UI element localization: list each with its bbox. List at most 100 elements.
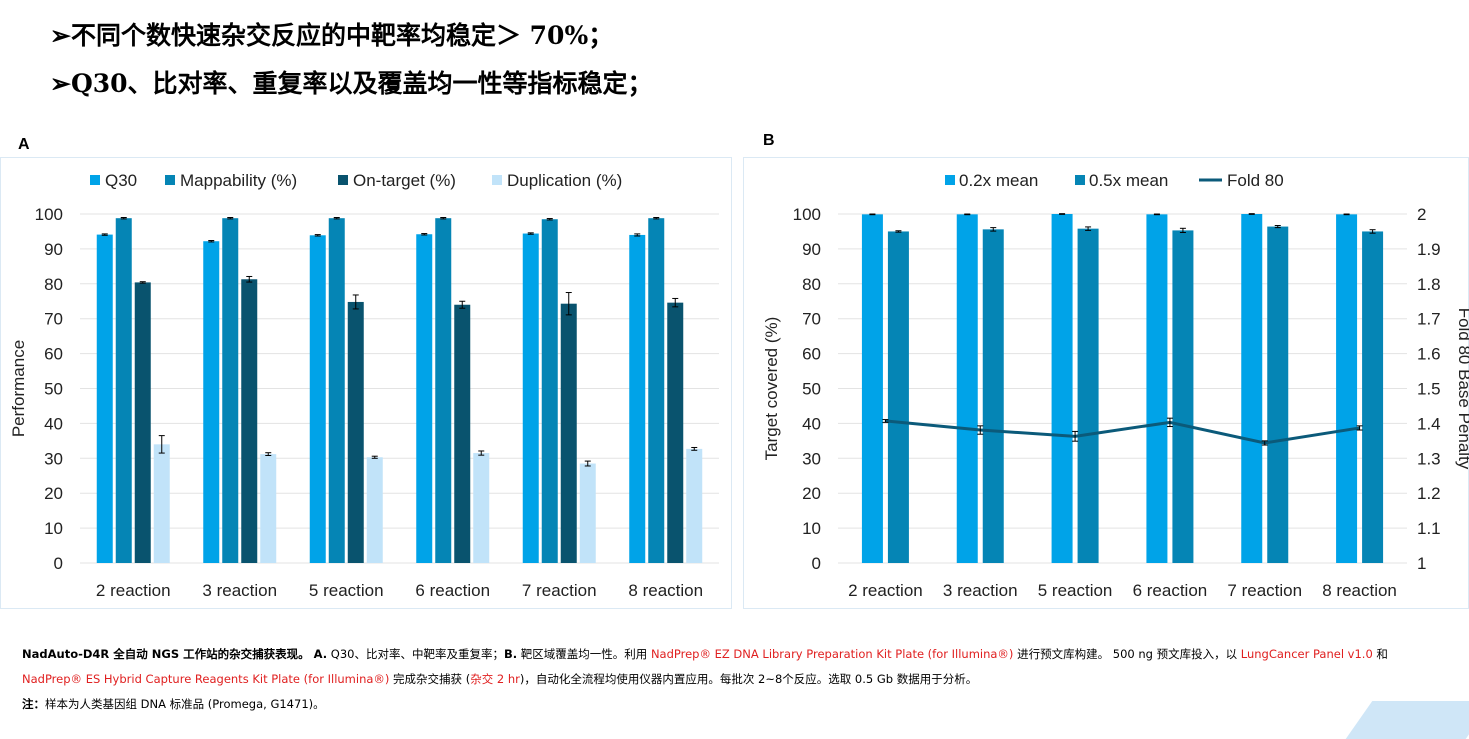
bar-0-2x-mean-2 [1051, 214, 1073, 563]
y-tick-label: 20 [802, 484, 821, 503]
caption-segment: LungCancer Panel v1.0 [1240, 647, 1373, 661]
caption-segment: 靶区域覆盖均一性。利用 [517, 647, 651, 661]
bar-duplication--4 [579, 463, 596, 563]
bar-on-target--3 [454, 304, 471, 563]
bar-on-target--1 [241, 279, 258, 563]
caption-segment: NadPrep® ES Hybrid Capture Reagents Kit … [22, 672, 390, 686]
y-tick-label: 70 [44, 310, 63, 329]
bar-mappability--5 [648, 218, 665, 564]
y-tick-label: 80 [44, 275, 63, 294]
x-tick-label: 7 reaction [522, 581, 597, 600]
y-tick-label: 60 [802, 345, 821, 364]
y-tick-label: 90 [802, 240, 821, 259]
y2-tick-label: 1.2 [1417, 484, 1441, 503]
y-tick-label: 10 [802, 519, 821, 538]
legend-label: On-target (%) [353, 171, 456, 190]
bar-mappability--1 [222, 218, 239, 564]
caption-line-2: NadPrep® ES Hybrid Capture Reagents Kit … [22, 671, 977, 687]
y2-tick-label: 1 [1417, 554, 1426, 573]
bar-mappability--4 [541, 219, 558, 564]
y2-tick-label: 1.6 [1417, 345, 1441, 364]
y2-tick-label: 1.7 [1417, 310, 1441, 329]
legend-label: Fold 80 [1227, 171, 1284, 190]
x-tick-label: 2 reaction [848, 581, 923, 600]
y-tick-label: 40 [802, 414, 821, 433]
y-tick-label: 70 [802, 310, 821, 329]
legend-swatch [90, 175, 100, 185]
caption-segment: NadAuto-D4R 全自动 NGS 工作站的杂交捕获表现。 [22, 647, 310, 661]
caption-segment: 和 [1372, 647, 1388, 661]
y-axis-label: Performance [9, 340, 28, 437]
y2-tick-label: 1.9 [1417, 240, 1441, 259]
bar-on-target--4 [560, 303, 577, 563]
bullet-stable-metrics: ➢Q30、比对率、重复率以及覆盖均一性等指标稳定； [50, 69, 653, 98]
x-tick-label: 2 reaction [96, 581, 171, 600]
y2-tick-label: 1.8 [1417, 275, 1441, 294]
x-tick-label: 5 reaction [309, 581, 384, 600]
legend-swatch [1075, 175, 1085, 185]
y-axis-label: Target covered (%) [762, 317, 781, 461]
bullet-stable-on-target: ➢不同个数快速杂交反应的中靶率均稳定＞ 70%； [50, 21, 614, 50]
bar-on-target--0 [134, 282, 151, 563]
bar-q30-1 [203, 241, 220, 564]
caption-line-3: 注：样本为人类基因组 DNA 标准品 (Promega, G1471)。 [22, 696, 325, 712]
legend-swatch [338, 175, 348, 185]
bar-q30-0 [96, 234, 113, 563]
bar-q30-2 [309, 235, 326, 563]
bar-mappability--3 [435, 218, 452, 564]
y2-tick-label: 1.5 [1417, 380, 1441, 399]
caption-segment: 完成杂交捕获 ( [389, 672, 471, 686]
y-tick-label: 60 [44, 345, 63, 364]
y2-tick-label: 1.3 [1417, 449, 1441, 468]
x-tick-label: 3 reaction [943, 581, 1018, 600]
bar-0-2x-mean-0 [861, 214, 883, 563]
caption-segment: 注： [22, 697, 45, 711]
caption-segment: )，自动化全流程均使用仪器内置应用。每批次 2~8个反应。选取 0.5 Gb 数… [519, 672, 978, 686]
bar-duplication--3 [473, 453, 490, 563]
caption-segment: 样本为人类基因组 DNA 标准品 (Promega, G1471)。 [45, 697, 325, 711]
caption-line-1: NadAuto-D4R 全自动 NGS 工作站的杂交捕获表现。 A. Q30、比… [22, 646, 1388, 662]
bar-q30-5 [629, 234, 646, 563]
bar-0-5x-mean-0 [887, 231, 909, 563]
bar-duplication--1 [260, 454, 277, 563]
bar-mappability--2 [328, 218, 345, 564]
bar-0-5x-mean-1 [982, 229, 1004, 563]
x-tick-label: 8 reaction [628, 581, 703, 600]
bar-0-2x-mean-5 [1336, 214, 1358, 563]
y2-axis-label: Fold 80 Base Penalty [1455, 308, 1469, 470]
y-tick-label: 20 [44, 484, 63, 503]
legend-label: 0.5x mean [1089, 171, 1168, 190]
bar-duplication--0 [153, 444, 170, 563]
x-tick-label: 5 reaction [1038, 581, 1113, 600]
y-tick-label: 40 [44, 414, 63, 433]
bar-on-target--5 [667, 302, 684, 563]
corner-decoration [1345, 701, 1469, 739]
caption-segment: 杂交 2 hr [470, 672, 520, 686]
y-tick-label: 10 [44, 519, 63, 538]
y-tick-label: 0 [54, 554, 63, 573]
x-tick-label: 3 reaction [202, 581, 277, 600]
caption-segment: A. [309, 647, 328, 661]
caption-segment: Q30、比对率、中靶率及重复率； [327, 647, 504, 661]
bar-0-5x-mean-3 [1172, 230, 1194, 563]
bar-q30-4 [522, 233, 539, 563]
y2-tick-label: 1.4 [1417, 414, 1441, 433]
y-tick-label: 30 [802, 449, 821, 468]
bar-0-2x-mean-1 [956, 214, 978, 563]
y2-tick-label: 1.1 [1417, 519, 1441, 538]
bar-0-5x-mean-4 [1267, 226, 1289, 563]
chart-a: 0 10 20 30 40 50 60 70 80 90 100 Performance 2 react… [9, 171, 719, 600]
y-tick-label: 100 [793, 205, 821, 224]
legend-label: Duplication (%) [507, 171, 622, 190]
legend-label: Q30 [105, 171, 137, 190]
caption-segment: NadPrep® EZ DNA Library Preparation Kit … [650, 647, 1014, 661]
x-tick-label: 8 reaction [1322, 581, 1397, 600]
bar-0-2x-mean-3 [1146, 214, 1168, 563]
bar-0-2x-mean-4 [1241, 214, 1263, 563]
bar-0-5x-mean-5 [1362, 231, 1384, 563]
y-tick-label: 50 [802, 380, 821, 399]
chart-a-frame [0, 157, 732, 609]
y-tick-label: 0 [812, 554, 821, 573]
caption-segment: 进行预文库构建。 500 ng 预文库投入，以 [1013, 647, 1241, 661]
chart-b: 0 1 10 1.1 20 1.2 30 1.3 40 1.4 50 1.5 60 1.6 70 1.7 80 1… [762, 171, 1469, 600]
